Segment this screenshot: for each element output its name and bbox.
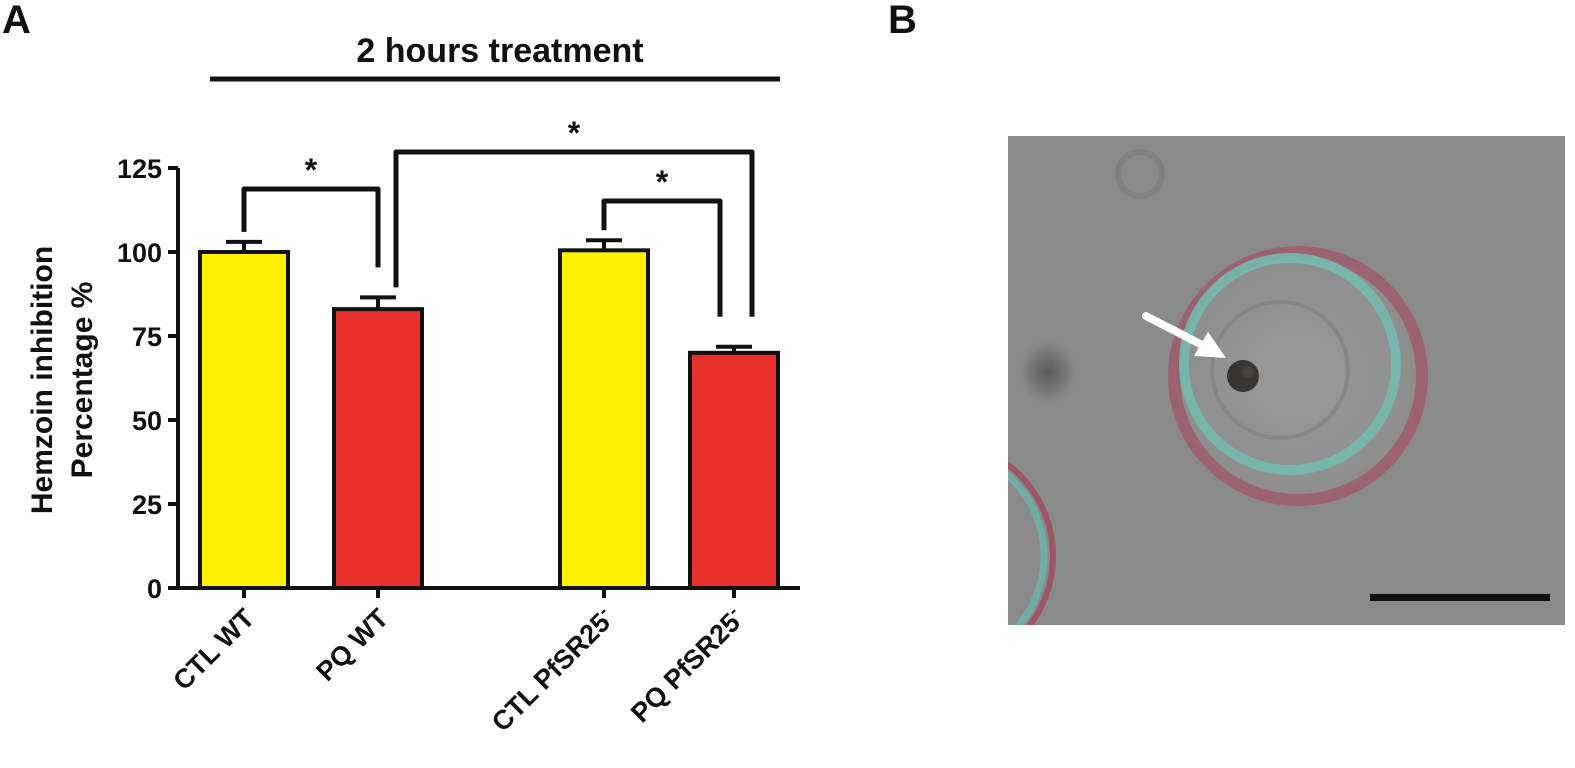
y-tick-label: 50 [132, 406, 162, 436]
bar-4 [688, 350, 780, 590]
x-category-label-4: PQ PfSR25- [624, 602, 751, 729]
bar-chart: 2 hours treatment Hemzoin inhibition Per… [26, 32, 800, 737]
significance-bracket-3 [393, 149, 755, 317]
y-axis-label: Hemzoin inhibition Percentage % [26, 246, 99, 514]
small-cell-ghost [1115, 149, 1165, 199]
panel-a-label: A [2, 0, 31, 42]
panel-b-label: B [888, 0, 917, 42]
x-category-label-1: CTL WT [167, 603, 260, 696]
significance-bracket-1 [241, 186, 381, 268]
significance-star-3: * [568, 115, 581, 151]
edge-cell-inner-ring [1008, 470, 1048, 625]
scale-bar [1370, 594, 1550, 601]
cell-inner-ring [1179, 253, 1401, 475]
y-tick-label: 0 [147, 574, 162, 604]
plot-area: 0 25 50 75 100 125 CTL WT PQ WT CTL PfSR25- PQ Pf… [117, 115, 800, 737]
cell-fragment [1016, 336, 1080, 408]
bar-2 [332, 307, 424, 590]
bar-1 [198, 250, 290, 590]
x-category-label-3: CTL PfSR25- [484, 602, 620, 738]
hemozoin-core [1242, 366, 1254, 378]
significance-bracket-2 [601, 198, 723, 317]
x-category-label-2: PQ WT [310, 603, 394, 687]
y-tick-label: 100 [117, 238, 162, 268]
bar-3 [558, 248, 650, 590]
significance-star-2: * [656, 164, 669, 200]
micrograph-image [1008, 136, 1565, 625]
y-tick-label: 75 [132, 322, 162, 352]
edge-cell-outer-ring [1008, 461, 1056, 625]
hemozoin-crystal [1227, 360, 1259, 392]
vacuole-ring [1210, 300, 1350, 440]
y-tick-label: 25 [132, 490, 162, 520]
treatment-label: 2 hours treatment [356, 32, 643, 70]
y-tick-label: 125 [117, 154, 162, 184]
significance-star-1: * [305, 152, 318, 188]
y-axis-label-line-1: Hemzoin inhibition [26, 246, 59, 514]
cell-outer-ring [1168, 246, 1428, 506]
y-axis-label-line-2: Percentage % [66, 282, 99, 479]
pointer-arrow-icon [1142, 312, 1226, 358]
